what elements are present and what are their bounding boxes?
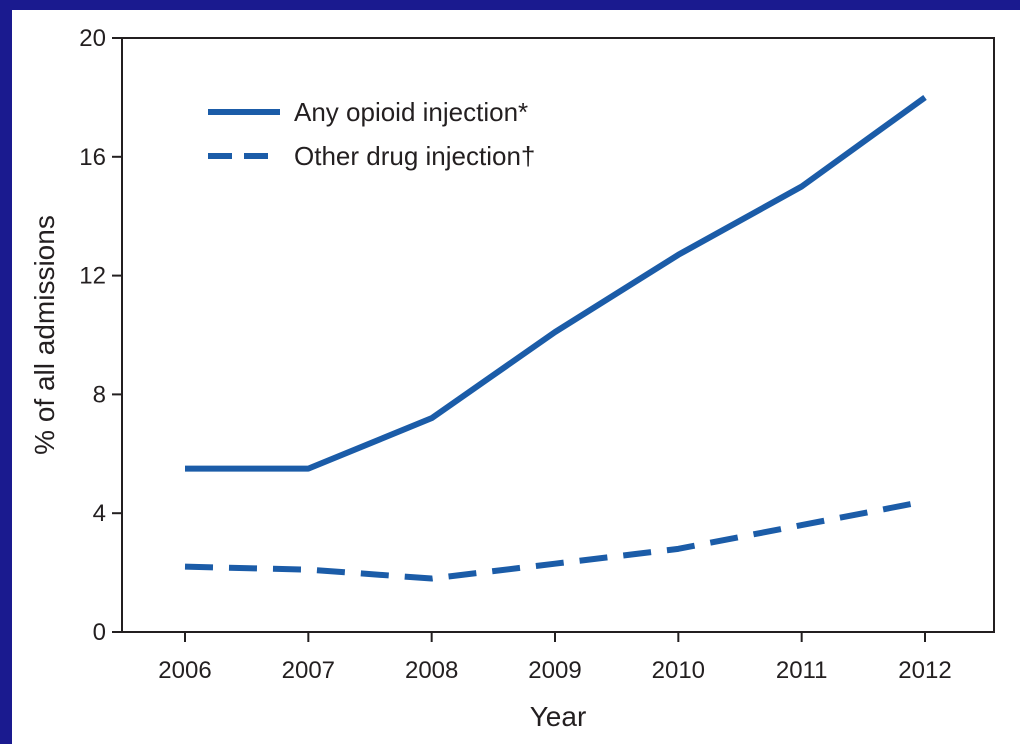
series-line-2: [184, 498, 926, 582]
line-chart: 0 4 8 12 16 20 2006 2007 2008 2009 2010 2011 2012 A…: [29, 25, 995, 732]
y-tick-label: 12: [79, 263, 106, 290]
legend-label-1: Any opioid injection*: [294, 97, 528, 127]
y-tick-label: 8: [93, 381, 106, 408]
x-tick-label: 2010: [652, 657, 705, 684]
x-tick-label: 2011: [776, 657, 828, 684]
x-axis-ticks: 2006 2007 2008 2009 2010 2011 2012: [158, 632, 952, 684]
x-tick-label: 2007: [282, 657, 335, 684]
x-tick-label: 2009: [528, 657, 581, 684]
y-axis-ticks: 0 4 8 12 16 20: [79, 25, 122, 646]
y-tick-label: 20: [79, 25, 106, 52]
plot-border: [121, 37, 995, 633]
y-tick-label: 16: [79, 144, 106, 171]
legend: Any opioid injection* Other drug injectio…: [208, 97, 535, 171]
chart-frame: 0 4 8 12 16 20 2006 2007 2008 2009 2010 2011 2012 A…: [12, 10, 1020, 744]
x-axis-title: Year: [530, 701, 587, 732]
x-tick-label: 2008: [405, 657, 458, 684]
y-axis-title: % of all admissions: [29, 215, 60, 455]
series-group: [184, 94, 927, 582]
x-tick-label: 2012: [898, 657, 951, 684]
x-tick-label: 2006: [158, 657, 211, 684]
series-line-1: [185, 94, 927, 472]
y-tick-label: 0: [93, 619, 106, 646]
y-tick-label: 4: [93, 500, 106, 527]
legend-label-2: Other drug injection†: [294, 141, 535, 171]
axes: [121, 37, 995, 633]
